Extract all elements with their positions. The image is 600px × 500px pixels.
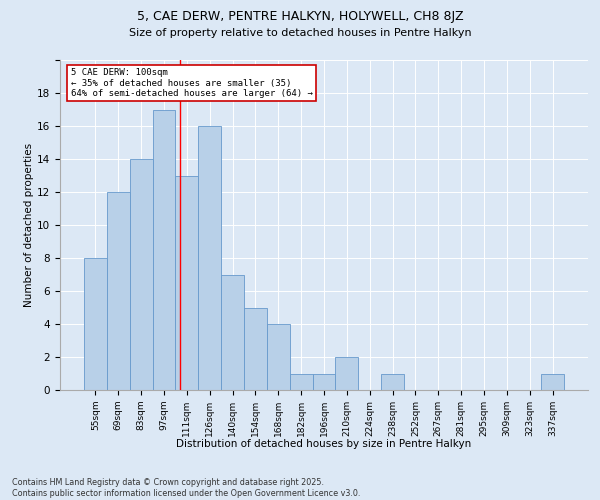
Bar <box>335 357 358 390</box>
Bar <box>175 176 198 390</box>
Bar <box>290 374 313 390</box>
Bar <box>313 374 335 390</box>
Y-axis label: Number of detached properties: Number of detached properties <box>24 143 34 307</box>
Text: 5, CAE DERW, PENTRE HALKYN, HOLYWELL, CH8 8JZ: 5, CAE DERW, PENTRE HALKYN, HOLYWELL, CH… <box>137 10 463 23</box>
Bar <box>381 374 404 390</box>
Text: 5 CAE DERW: 100sqm
← 35% of detached houses are smaller (35)
64% of semi-detache: 5 CAE DERW: 100sqm ← 35% of detached hou… <box>71 68 313 98</box>
Bar <box>152 110 175 390</box>
Text: Contains HM Land Registry data © Crown copyright and database right 2025.
Contai: Contains HM Land Registry data © Crown c… <box>12 478 361 498</box>
Bar <box>244 308 267 390</box>
Bar <box>107 192 130 390</box>
Bar <box>267 324 290 390</box>
Bar <box>84 258 107 390</box>
Text: Size of property relative to detached houses in Pentre Halkyn: Size of property relative to detached ho… <box>128 28 472 38</box>
Bar <box>130 159 152 390</box>
Bar <box>541 374 564 390</box>
Bar <box>198 126 221 390</box>
Bar <box>221 274 244 390</box>
X-axis label: Distribution of detached houses by size in Pentre Halkyn: Distribution of detached houses by size … <box>176 439 472 449</box>
